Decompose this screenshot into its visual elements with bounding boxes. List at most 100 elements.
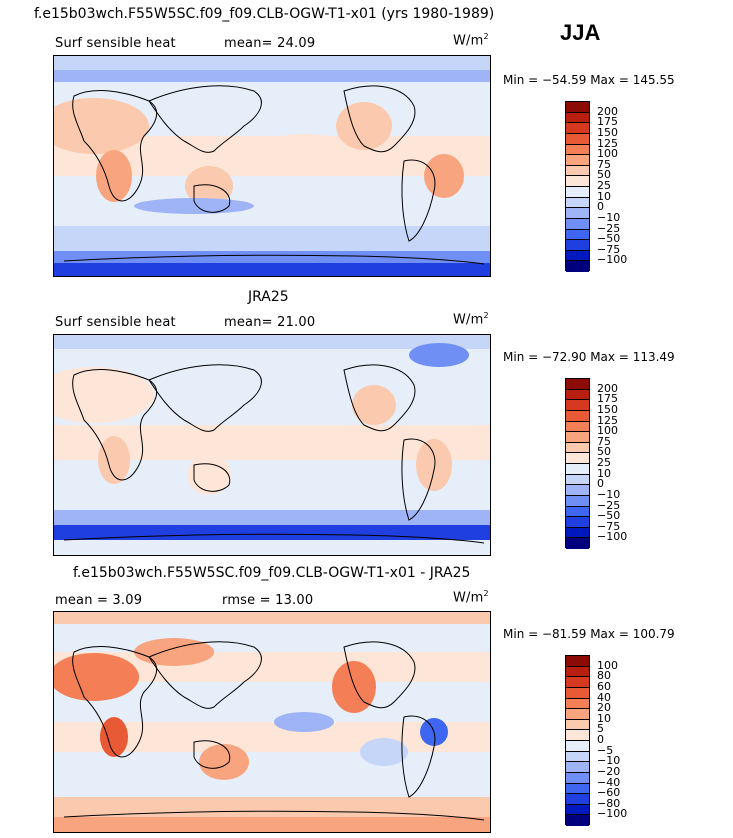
field-anomaly <box>100 717 128 757</box>
colorbar-swatch <box>566 442 589 454</box>
field-anomaly <box>185 166 233 206</box>
colorbar-swatch <box>566 197 589 209</box>
field-anomaly <box>199 744 249 780</box>
field-anomaly <box>424 154 464 198</box>
colorbar-tick-label: −25 <box>597 498 621 512</box>
colorbar-swatch <box>566 400 589 411</box>
colorbar-tick-label: 150 <box>597 125 618 139</box>
colorbar-swatch <box>566 389 589 401</box>
colorbar-tick-label: −100 <box>597 530 628 544</box>
field-obs <box>54 335 490 555</box>
colorbar-swatch <box>566 474 589 486</box>
colorbar-swatch <box>566 538 589 549</box>
colorbar-swatch <box>566 517 589 528</box>
colorbar-swatch <box>566 794 589 805</box>
colorbar-tick-label: 175 <box>597 115 618 129</box>
coastline <box>343 364 416 432</box>
colorbar-tick-label: 0 <box>597 200 604 214</box>
rmse-label: rmse = 13.00 <box>222 593 314 608</box>
colorbar-swatches <box>565 655 590 826</box>
panel-title-diff: f.e15b03wch.F55W5SC.f09_f09.CLB-OGW-T1-x… <box>73 565 471 581</box>
colorbar-tick-label: 125 <box>597 136 618 150</box>
colorbar-tick-label: 10 <box>597 711 611 725</box>
season-label: JJA <box>560 20 601 45</box>
field-anomaly <box>336 102 392 150</box>
colorbar-swatch <box>566 527 589 539</box>
minmax-label: Min = −81.59 Max = 100.79 <box>503 627 675 641</box>
colorbar-swatch <box>566 804 589 816</box>
field-anomaly <box>54 653 139 701</box>
map-obs <box>53 334 491 556</box>
colorbar-swatch <box>566 250 589 262</box>
coastline <box>343 85 416 153</box>
coastline <box>401 159 436 242</box>
colorbar-swatch <box>566 677 589 688</box>
field-anomaly <box>134 638 214 666</box>
colorbar-tick-label: −80 <box>597 796 621 810</box>
colorbar-tick-label: 80 <box>597 669 611 683</box>
colorbar-tick-label: −60 <box>597 786 621 800</box>
colorbar-tick-label: 50 <box>597 445 611 459</box>
colorbar-tick-label: 125 <box>597 413 618 427</box>
colorbar-tick-label: −100 <box>597 253 628 267</box>
coastline <box>193 463 231 492</box>
colorbar-tick-label: 0 <box>597 733 604 746</box>
field-band <box>54 70 490 82</box>
coastline <box>148 364 262 432</box>
colorbar-swatch <box>566 208 589 219</box>
colorbar-swatch <box>566 155 589 166</box>
colorbar-tick-label: 20 <box>597 701 611 715</box>
units-label: W/m2 <box>453 311 489 328</box>
map-diff <box>53 611 491 833</box>
field-band <box>54 797 490 817</box>
colorbar-tick-label: 50 <box>597 168 611 182</box>
field-band <box>54 624 490 652</box>
colorbar-tick-label: 175 <box>597 392 618 406</box>
colorbar-tick-label: 75 <box>597 434 611 448</box>
colorbar-swatch <box>566 719 589 731</box>
colorbar-swatch <box>566 656 589 667</box>
colorbar-tick-label: 40 <box>597 690 611 704</box>
colorbar-swatch <box>566 783 589 795</box>
coastline <box>193 740 231 769</box>
colorbar-tick-label: −5 <box>597 743 614 757</box>
colorbar-swatch <box>566 102 589 113</box>
field-anomaly <box>352 385 396 425</box>
field-anomaly <box>416 439 452 491</box>
field-diff <box>54 612 490 832</box>
coastline <box>63 810 485 821</box>
colorbar-tick-label: −75 <box>597 519 621 533</box>
colorbar-swatch <box>566 261 589 272</box>
coastline <box>343 641 416 709</box>
colorbar-swatch <box>566 464 589 475</box>
colorbar-tick-label: −10 <box>597 754 621 768</box>
colorbar-tick-label: 25 <box>597 179 611 192</box>
colorbar-tick-label: 150 <box>597 402 618 416</box>
colorbar-swatch <box>566 453 589 464</box>
colorbar-swatch <box>566 687 589 699</box>
minmax-label: Min = −72.90 Max = 113.49 <box>503 350 675 364</box>
colorbar-tick-label: 100 <box>597 147 618 161</box>
colorbar-swatch <box>566 730 589 741</box>
colorbar-swatch <box>566 751 589 763</box>
map-model <box>53 55 491 277</box>
coastline <box>401 715 436 798</box>
field-model <box>54 56 490 276</box>
colorbar-tick-label: 0 <box>597 477 604 491</box>
colorbar-obs: 200 175 150 125 100 75 50 25 10 0 −10 −25 −50 −75 −100 <box>565 378 627 549</box>
coastline <box>63 254 485 265</box>
colorbar-tick-label: −75 <box>597 242 621 256</box>
colorbar-tick-label: 25 <box>597 456 611 469</box>
colorbar-tick-label: 75 <box>597 157 611 171</box>
colorbar-swatch <box>566 495 589 507</box>
field-band <box>54 510 490 525</box>
colorbar-swatch <box>566 240 589 251</box>
field-band <box>54 540 490 555</box>
colorbar-swatches <box>565 101 590 272</box>
colorbar-tick-label: 60 <box>597 679 611 693</box>
coastline <box>148 85 262 153</box>
mean-label: mean = 3.09 <box>55 593 143 608</box>
colorbar-swatch <box>566 112 589 124</box>
colorbar-tick-label: −40 <box>597 775 621 789</box>
field-band <box>54 263 490 276</box>
